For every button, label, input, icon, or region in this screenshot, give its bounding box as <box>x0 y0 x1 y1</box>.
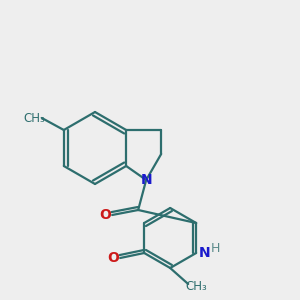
Text: O: O <box>107 251 119 265</box>
Text: H: H <box>211 242 220 256</box>
Text: CH₃: CH₃ <box>23 112 45 124</box>
Text: N: N <box>140 173 152 187</box>
Text: O: O <box>99 208 111 222</box>
Text: N: N <box>198 246 210 260</box>
Text: CH₃: CH₃ <box>185 280 207 293</box>
